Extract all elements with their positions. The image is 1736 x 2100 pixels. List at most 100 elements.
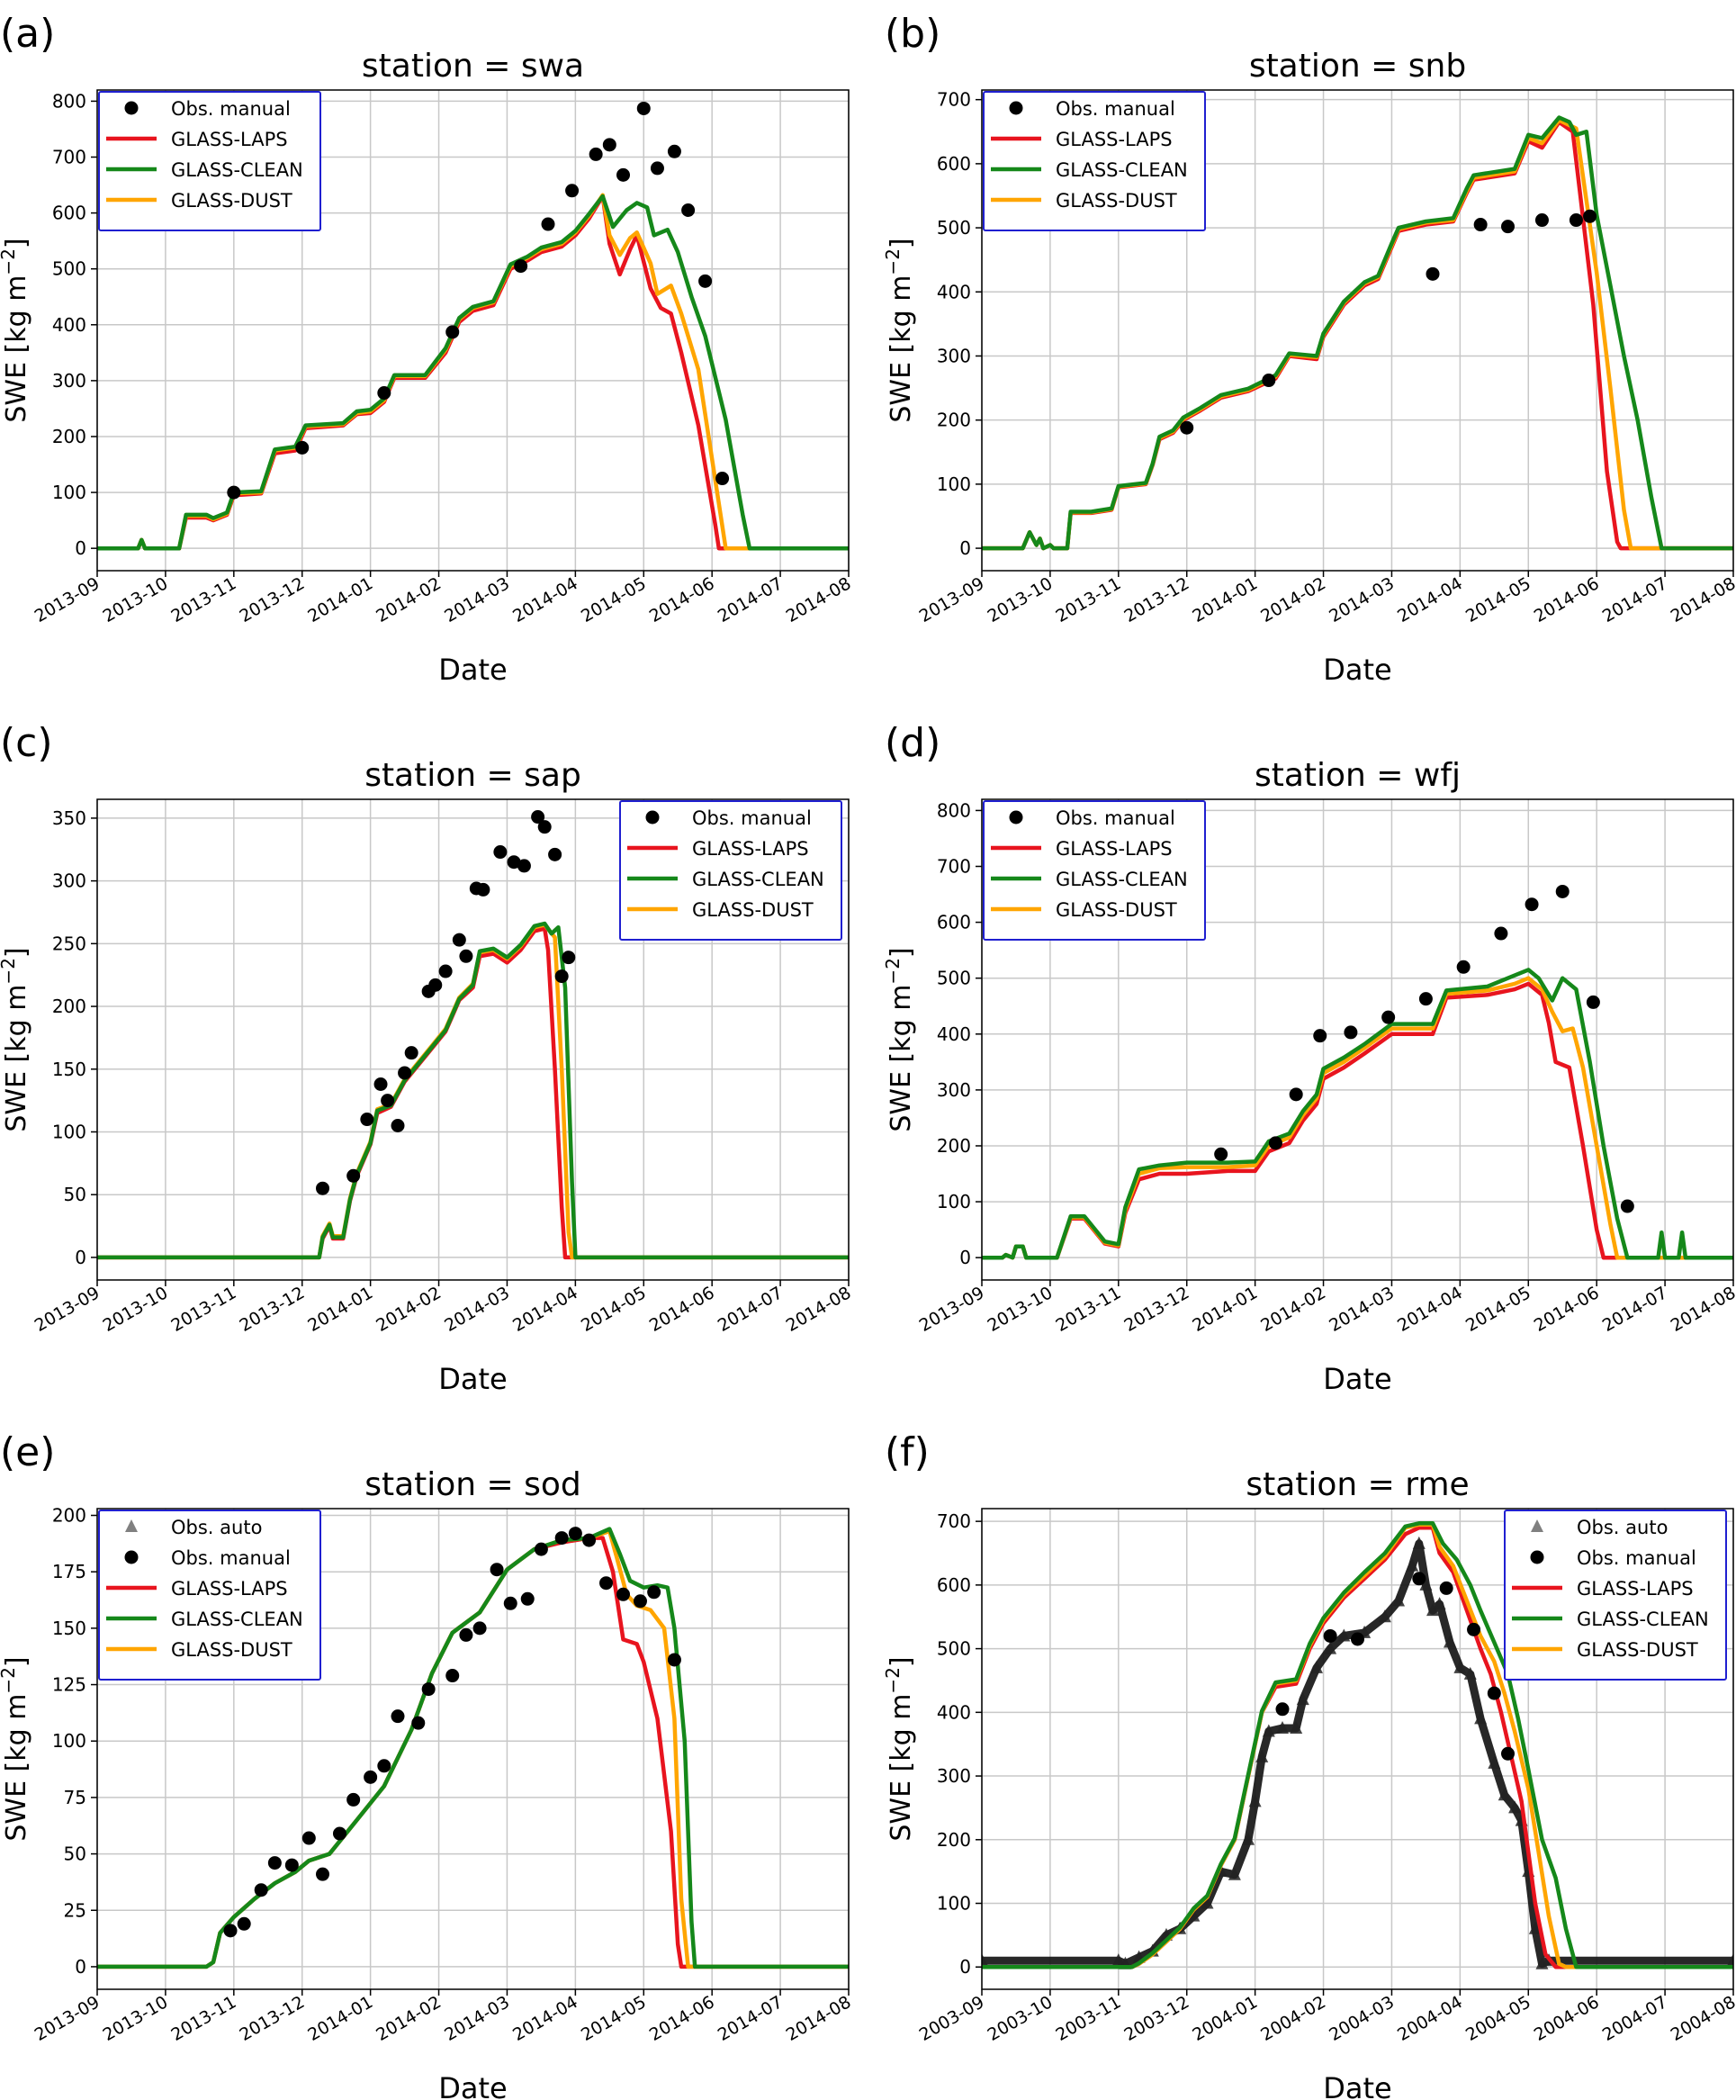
legend-label: GLASS-DUST xyxy=(171,1639,292,1661)
x-tick-label: 2013-10 xyxy=(100,1992,172,2045)
legend-box xyxy=(98,91,321,231)
obs-auto-point xyxy=(1443,1635,1456,1648)
x-tick-label: 2014-03 xyxy=(1326,1283,1398,1336)
obs-manual-point xyxy=(636,101,651,115)
x-tick-label: 2014-07 xyxy=(1599,1283,1671,1336)
obs-auto-point xyxy=(1412,1536,1426,1549)
obs-manual-point xyxy=(1501,1746,1515,1761)
y-tick-label: 700 xyxy=(937,89,971,111)
chart-title: station = sap xyxy=(364,757,581,794)
y-tick-label: 100 xyxy=(937,473,971,495)
y-tick-label: 600 xyxy=(937,1574,971,1596)
x-tick-label: 2014-03 xyxy=(441,1992,513,2045)
x-tick-label: 2004-03 xyxy=(1326,1992,1398,2045)
obs-manual-point xyxy=(1439,1581,1453,1595)
y-tick-label: 0 xyxy=(75,1247,86,1268)
obs-manual-point xyxy=(1344,1025,1358,1040)
y-tick-label: 200 xyxy=(937,1829,971,1851)
obs-manual-point xyxy=(537,820,552,834)
x-tick-label: 2014-04 xyxy=(1394,1283,1466,1336)
y-tick-label: 500 xyxy=(52,258,86,280)
legend-label: GLASS-DUST xyxy=(1056,899,1177,921)
obs-manual-point xyxy=(715,472,730,486)
obs-manual-point xyxy=(599,1576,614,1591)
y-axis-label: SWE [kg m−2] xyxy=(0,238,32,422)
legend-marker-obs-manual xyxy=(1530,1550,1544,1564)
obs-manual-point xyxy=(1467,1622,1481,1636)
plot-area xyxy=(982,884,1733,1260)
obs-manual-point xyxy=(650,161,664,176)
y-tick-label: 500 xyxy=(937,968,971,989)
obs-manual-point xyxy=(254,1883,268,1897)
legend-label: GLASS-DUST xyxy=(1056,190,1177,212)
x-axis-label: Date xyxy=(438,653,507,687)
y-tick-label: 0 xyxy=(75,1956,86,1978)
series-clean xyxy=(97,1527,849,1969)
legend-label: Obs. manual xyxy=(1577,1547,1696,1569)
obs-auto-point xyxy=(1508,1800,1522,1814)
obs-manual-point xyxy=(1555,884,1570,898)
obs-manual-point xyxy=(616,167,630,182)
obs-manual-point xyxy=(237,1916,251,1931)
x-axis-label: Date xyxy=(438,1362,507,1396)
chart-title: station = wfj xyxy=(1255,757,1461,794)
obs-auto-point xyxy=(1378,1609,1391,1623)
obs-manual-point xyxy=(445,1669,460,1683)
obs-manual-point xyxy=(346,1792,361,1807)
obs-manual-point xyxy=(391,1119,405,1133)
x-tick-label: 2013-10 xyxy=(100,1283,172,1336)
obs-manual-point xyxy=(1583,209,1597,223)
y-tick-label: 100 xyxy=(937,1893,971,1915)
legend-marker-obs-manual xyxy=(124,101,139,115)
legend-label: Obs. manual xyxy=(692,807,812,829)
legend: Obs. manual GLASS-LAPS GLASS-CLEAN GLASS-DU… xyxy=(983,800,1206,941)
y-tick-label: 600 xyxy=(937,153,971,175)
axes-frame xyxy=(981,1508,1734,1990)
y-tick-label: 500 xyxy=(937,217,971,239)
x-tick-label: 2013-11 xyxy=(1053,1283,1125,1336)
obs-auto-point xyxy=(1426,1603,1439,1617)
obs-manual-point xyxy=(1525,897,1539,912)
y-tick-label: 75 xyxy=(64,1787,86,1808)
series-clean xyxy=(982,968,1733,1260)
obs-manual-point xyxy=(391,1709,405,1724)
legend-box xyxy=(98,1510,321,1681)
y-tick-label: 600 xyxy=(52,203,86,224)
series-clean xyxy=(97,921,849,1260)
obs-auto-point xyxy=(1463,1666,1477,1680)
obs-manual-point xyxy=(667,144,681,158)
obs-auto-point xyxy=(1727,1953,1733,1967)
obs-manual-point xyxy=(223,1924,238,1938)
panel-a: (a) station = swa 0 100 200 300 400 500 600 700 80… xyxy=(0,11,855,687)
legend: Obs. auto Obs. manual GLASS-LAPS GLASS-CLEA… xyxy=(98,1510,321,1681)
obs-manual-point xyxy=(1323,1628,1337,1643)
obs-manual-point xyxy=(1494,926,1508,941)
axes-frame xyxy=(96,1508,850,1990)
obs-manual-point xyxy=(428,978,443,992)
obs-manual-point xyxy=(438,964,453,978)
obs-auto-point xyxy=(1276,1721,1289,1735)
obs-auto-point xyxy=(1406,1558,1419,1572)
y-tick-label: 0 xyxy=(959,1956,971,1978)
obs-manual-point xyxy=(1289,1087,1303,1102)
panel-label: (f) xyxy=(885,1429,930,1475)
obs-auto-point xyxy=(1296,1692,1309,1706)
chart-title: station = sod xyxy=(364,1466,581,1503)
panel-label: (d) xyxy=(885,720,940,766)
y-tick-label: 100 xyxy=(52,482,86,503)
legend-label: GLASS-DUST xyxy=(692,899,814,921)
legend-label: GLASS-CLEAN xyxy=(692,869,824,890)
obs-manual-point xyxy=(514,259,528,274)
plot-area xyxy=(982,1521,1733,1969)
obs-manual-point xyxy=(1456,960,1471,974)
x-tick-label: 2013-11 xyxy=(168,1992,240,2045)
y-tick-label: 400 xyxy=(52,314,86,336)
obs-manual-point xyxy=(589,147,603,161)
x-tick-label: 2014-07 xyxy=(715,573,787,626)
x-tick-label: 2014-06 xyxy=(646,1992,718,2045)
y-tick-label: 400 xyxy=(937,1701,971,1723)
y-axis-label: SWE [kg m−2] xyxy=(0,1656,32,1841)
legend-label: GLASS-CLEAN xyxy=(1056,869,1188,890)
obs-manual-point xyxy=(459,949,473,963)
y-tick-label: 600 xyxy=(937,912,971,933)
